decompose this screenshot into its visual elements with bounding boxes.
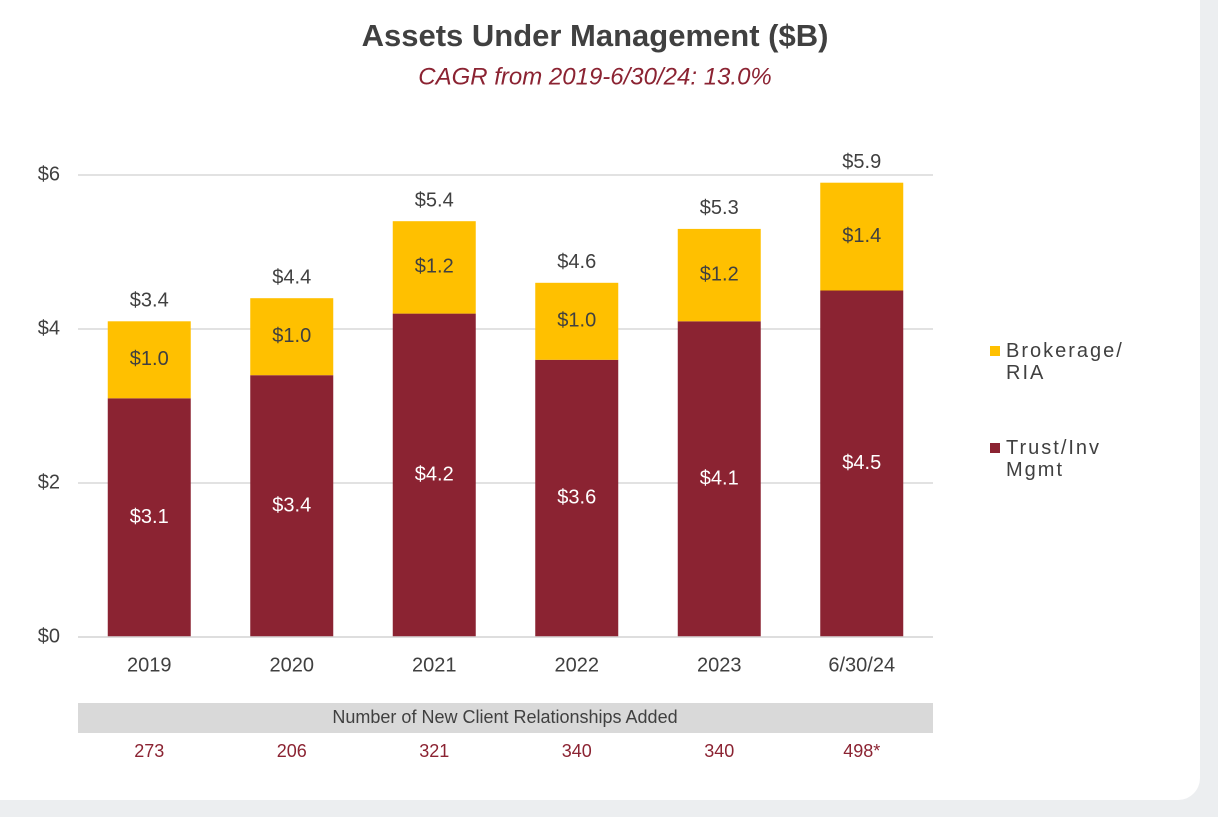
legend-swatch xyxy=(990,346,1000,356)
x-tick-label: 2023 xyxy=(697,654,742,676)
client-count: 340 xyxy=(562,741,592,761)
bar-segment xyxy=(250,375,334,637)
bar-segment xyxy=(392,221,476,314)
chart-subtitle: CAGR from 2019-6/30/24: 13.0% xyxy=(418,63,772,90)
total-label: $5.4 xyxy=(415,189,454,211)
bar-segment xyxy=(820,182,904,291)
y-tick-label: $6 xyxy=(38,163,60,185)
x-tick-label: 2021 xyxy=(412,654,457,676)
value-label: $3.1 xyxy=(130,506,169,528)
bar-segment xyxy=(677,321,761,637)
bar-segment xyxy=(820,290,904,637)
legend-item: Trust/Inv Mgmt xyxy=(990,437,1160,481)
value-label: $1.0 xyxy=(557,310,596,332)
x-tick-label: 2022 xyxy=(555,654,600,676)
bar-segment xyxy=(107,321,191,399)
value-label: $1.2 xyxy=(415,256,454,278)
total-label: $5.9 xyxy=(842,151,881,173)
value-label: $1.2 xyxy=(700,263,739,285)
x-tick-label: 2019 xyxy=(127,654,172,676)
client-count: 206 xyxy=(277,741,307,761)
total-label: $5.3 xyxy=(700,197,739,219)
value-label: $1.0 xyxy=(130,348,169,370)
value-label: $3.6 xyxy=(557,487,596,509)
y-tick-label: $2 xyxy=(38,471,60,493)
total-label: $3.4 xyxy=(130,290,169,312)
value-label: $1.4 xyxy=(842,225,881,247)
total-label: $4.6 xyxy=(557,251,596,273)
chart-title: Assets Under Management ($B) xyxy=(362,18,829,53)
legend-label: Brokerage/ RIA xyxy=(1006,340,1124,384)
y-tick-label: $0 xyxy=(38,625,60,647)
client-count: 498* xyxy=(843,741,880,761)
client-count: 321 xyxy=(419,741,449,761)
x-tick-label: 6/30/24 xyxy=(828,654,895,676)
value-label: $4.1 xyxy=(700,467,739,489)
bar-segment xyxy=(535,282,619,360)
client-count: 273 xyxy=(134,741,164,761)
x-tick-label: 2020 xyxy=(270,654,315,676)
client-count: 340 xyxy=(704,741,734,761)
y-tick-label: $4 xyxy=(38,317,60,339)
total-label: $4.4 xyxy=(272,266,311,288)
bar-segment xyxy=(107,398,191,637)
value-label: $4.2 xyxy=(415,464,454,486)
value-label: $3.4 xyxy=(272,494,311,516)
legend-label: Trust/Inv Mgmt xyxy=(1006,437,1102,481)
value-label: $4.5 xyxy=(842,452,881,474)
table-header-band xyxy=(78,703,933,733)
bar-segment xyxy=(250,298,334,376)
bar-segment xyxy=(392,313,476,637)
value-label: $1.0 xyxy=(272,325,311,347)
bar-segment xyxy=(677,228,761,322)
bar-segment xyxy=(535,359,619,637)
table-title: Number of New Client Relationships Added xyxy=(332,707,677,727)
legend-item: Brokerage/ RIA xyxy=(990,340,1160,384)
legend-swatch xyxy=(990,443,1000,453)
